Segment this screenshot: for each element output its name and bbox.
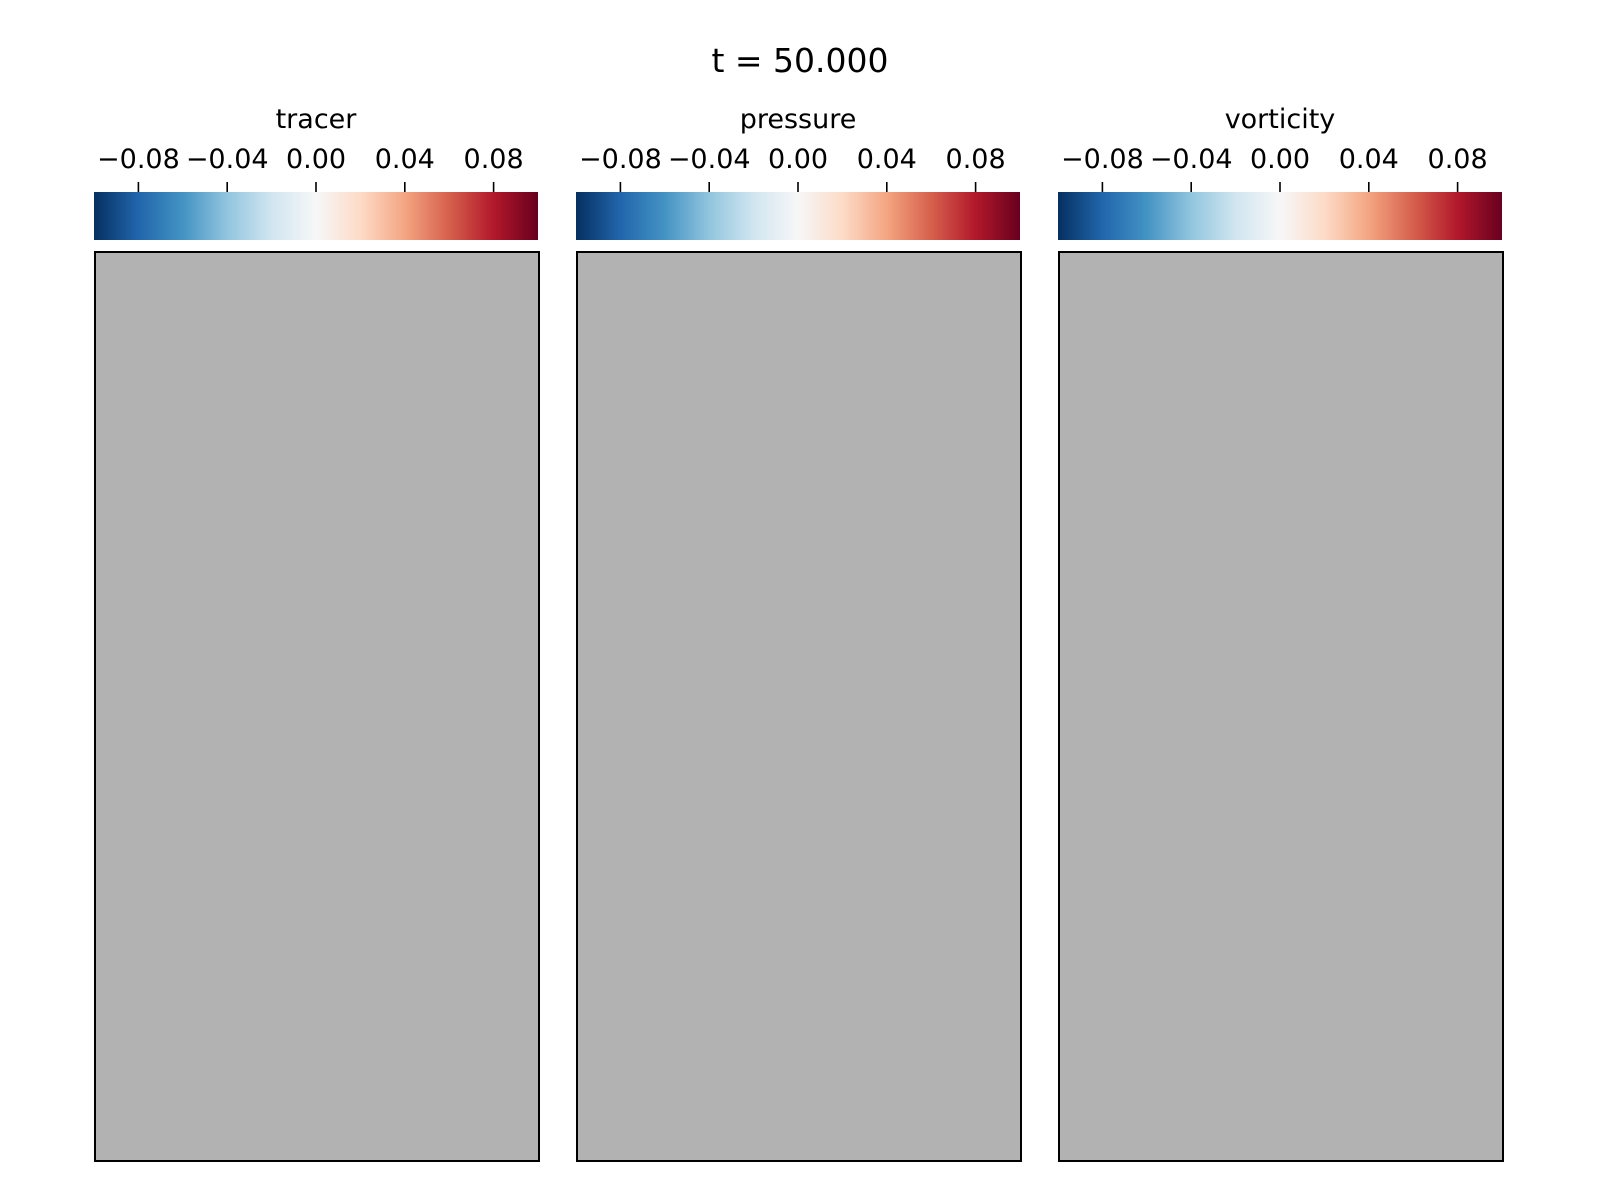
colorbar: −0.08 −0.04 0.00 0.04 0.08: [1058, 144, 1502, 240]
colorbar-tick-label: −0.04: [1150, 144, 1233, 175]
panel-pressure: pressure −0.08 −0.04 0.00 0.04 0.08: [576, 0, 1022, 1200]
colorbar-gradient: [94, 192, 538, 240]
colorbar-gradient: [576, 192, 1020, 240]
panel-vorticity: vorticity −0.08 −0.04 0.00 0.04 0.08: [1058, 0, 1504, 1200]
colorbar-label: vorticity: [1224, 104, 1336, 135]
colorbar-tick-label: −0.08: [97, 144, 180, 175]
field-plot-area: [576, 251, 1022, 1162]
panel-tracer: tracer −0.08 −0.04 0.00 0.04 0.08: [94, 0, 540, 1200]
colorbar-tick-label: −0.08: [579, 144, 662, 175]
field-plot-area: [1058, 251, 1504, 1162]
colorbar-tick-label: 0.04: [1339, 144, 1399, 175]
colorbar-tick-label: 0.04: [857, 144, 917, 175]
field-plot-area: [94, 251, 540, 1162]
colorbar-gradient: [1058, 192, 1502, 240]
colorbar-tick-label: 0.00: [768, 144, 828, 175]
colorbar-tick-label: 0.00: [286, 144, 346, 175]
colorbar-tick-label: 0.04: [375, 144, 435, 175]
colorbar-tick-label: 0.08: [464, 144, 524, 175]
colorbar-label: pressure: [739, 104, 857, 135]
figure-title: t = 50.000: [711, 41, 889, 80]
colorbar-label: tracer: [275, 104, 357, 135]
colorbar-tick-label: 0.08: [1428, 144, 1488, 175]
colorbar-tick-label: −0.04: [668, 144, 751, 175]
colorbar: −0.08 −0.04 0.00 0.04 0.08: [94, 144, 538, 240]
colorbar-tick-label: −0.08: [1061, 144, 1144, 175]
colorbar-tick-label: 0.00: [1250, 144, 1310, 175]
colorbar: −0.08 −0.04 0.00 0.04 0.08: [576, 144, 1020, 240]
colorbar-tick-label: −0.04: [186, 144, 269, 175]
colorbar-tick-label: 0.08: [946, 144, 1006, 175]
